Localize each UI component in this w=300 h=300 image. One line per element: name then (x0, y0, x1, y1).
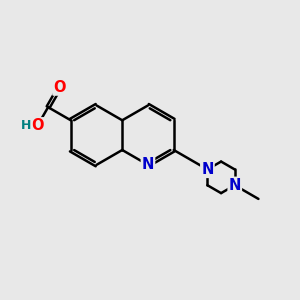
Text: N: N (201, 162, 214, 177)
Text: H: H (21, 119, 31, 132)
Text: O: O (53, 80, 66, 94)
Text: N: N (229, 178, 241, 193)
Text: O: O (31, 118, 44, 133)
Text: N: N (142, 158, 154, 172)
